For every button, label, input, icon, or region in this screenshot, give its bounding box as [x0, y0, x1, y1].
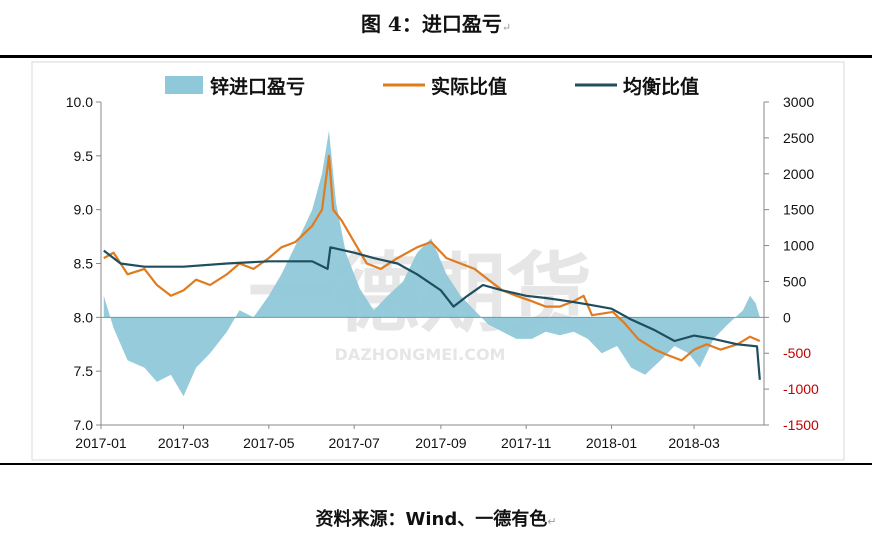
bottom-rule [0, 463, 872, 465]
left-tick-label: 7.5 [74, 363, 94, 379]
right-tick-label: 500 [783, 273, 807, 289]
legend-label-actual: 实际比值 [431, 75, 507, 98]
left-tick-label: 9.0 [74, 202, 94, 218]
line-layer [103, 154, 761, 380]
right-tick-label: 0 [783, 309, 791, 325]
zinc-import-chart: 一德期货DAZHONGMEI.COM 7.07.58.08.59.09.510.… [31, 61, 845, 461]
x-tick-label: 2017-11 [501, 435, 552, 451]
paragraph-mark: ↵ [501, 21, 512, 34]
left-tick-label: 7.0 [74, 417, 94, 433]
left-tick-label: 9.5 [74, 148, 94, 164]
legend-label-area: 锌进口盈亏 [210, 75, 305, 98]
paragraph-mark: ↵ [547, 515, 557, 528]
top-rule [0, 55, 872, 58]
series-line-均衡比值 [103, 246, 761, 380]
x-tick-label: 2017-01 [75, 435, 127, 451]
plot-frame [31, 61, 845, 461]
left-tick-label: 8.5 [74, 256, 94, 272]
left-tick-label: 10.0 [66, 94, 93, 110]
right-tick-label: -500 [783, 345, 811, 361]
x-tick-label: 2018-01 [586, 435, 638, 451]
x-tick-label: 2017-05 [243, 435, 295, 451]
legend-label-equilibrium: 均衡比值 [623, 75, 699, 98]
right-tick-label: -1000 [783, 381, 819, 397]
legend-swatch-area [165, 76, 203, 94]
right-tick-label: 3000 [783, 94, 814, 110]
right-tick-label: 1000 [783, 238, 814, 254]
axes: 7.0 7.5 8.0 8.5 9.0 9.5 10.0 -1500 -1000 -500 0 500… [66, 94, 819, 451]
series-line-实际比值 [103, 154, 761, 362]
watermark-subtext: DAZHONGMEI.COM [335, 345, 506, 364]
right-tick-label: 2000 [783, 166, 814, 182]
right-tick-label: 2500 [783, 130, 814, 146]
x-tick-label: 2017-03 [158, 435, 210, 451]
area-layer [103, 130, 760, 397]
right-tick-label: -1500 [783, 417, 819, 433]
legend: 锌进口盈亏 实际比值 均衡比值 [165, 75, 699, 98]
x-tick-label: 2017-09 [415, 435, 467, 451]
figure-title: 图 4：进口盈亏↵ [360, 12, 512, 36]
series-area-锌进口盈亏 [103, 130, 760, 397]
left-tick-label: 8.0 [74, 309, 94, 325]
right-tick-label: 1500 [783, 202, 814, 218]
x-tick-label: 2018-03 [668, 435, 720, 451]
x-tick-label: 2017-07 [328, 435, 380, 451]
source-note: 资料来源：Wind、一德有色↵ [315, 509, 557, 530]
